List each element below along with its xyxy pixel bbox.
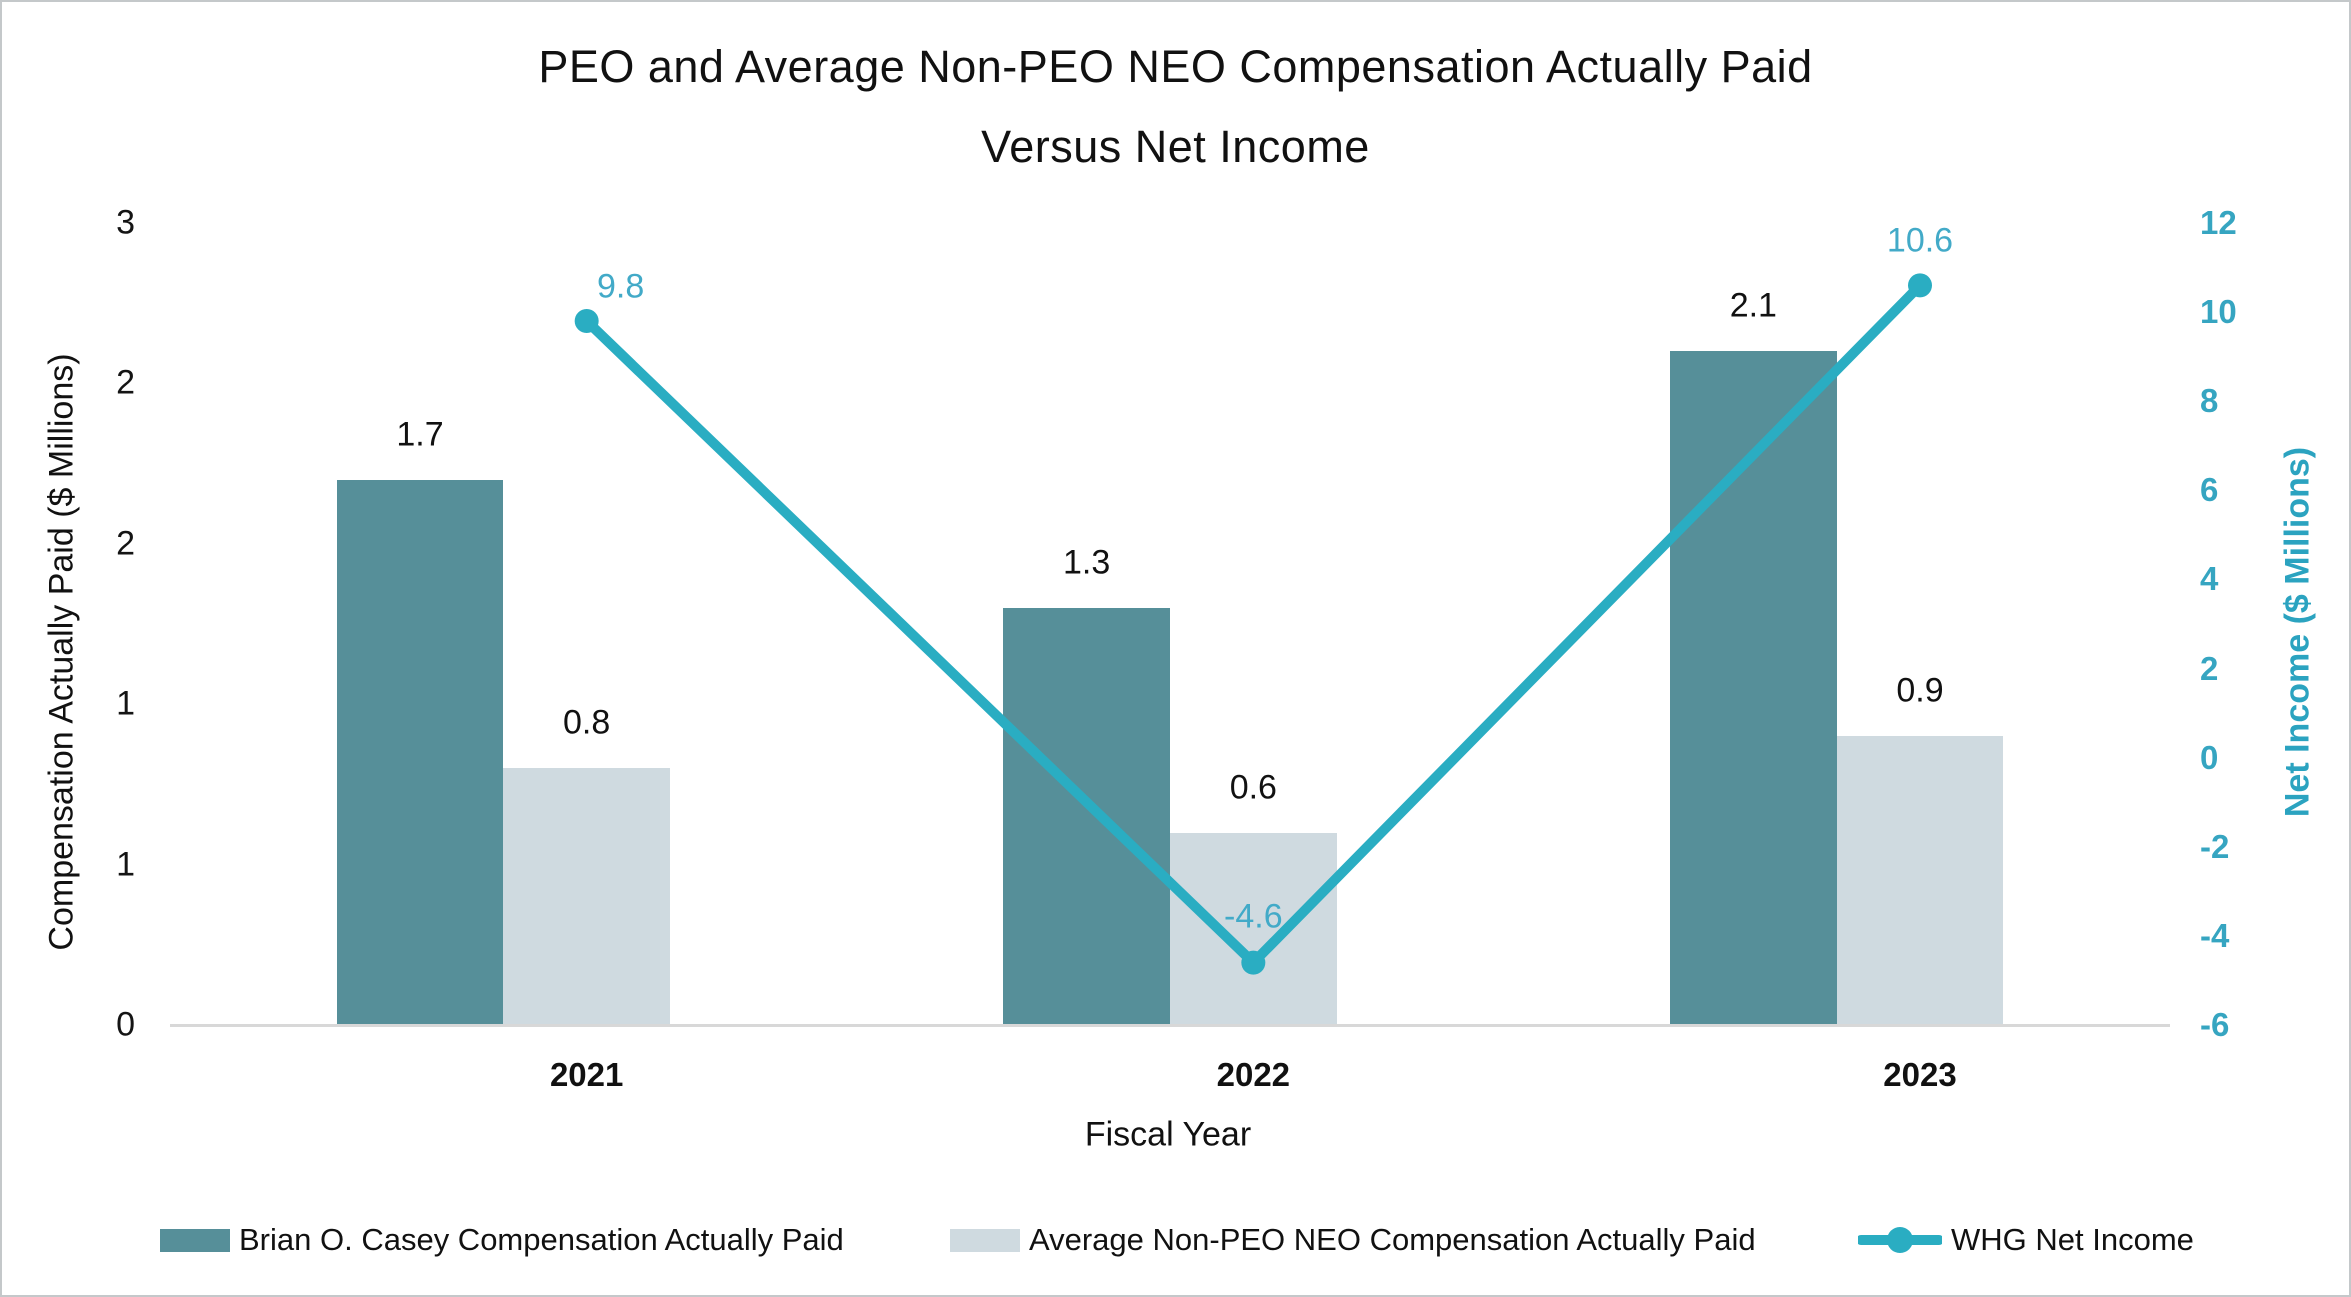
y-axis-tick-label-right: -2 [2200, 827, 2230, 865]
legend-label-peo: Brian O. Casey Compensation Actually Pai… [239, 1222, 844, 1257]
y-axis-tick-label-right: 2 [2200, 649, 2219, 687]
y-axis-tick-label-left: 3 [116, 203, 135, 242]
legend-swatch-peo [160, 1228, 230, 1252]
y-axis-tick-label-right: 0 [2200, 738, 2219, 776]
line-value-label: 9.8 [597, 267, 645, 306]
bar-peo-compensation [1670, 351, 1837, 1025]
bar-value-label: 0.9 [1896, 671, 1944, 710]
legend-swatch-nonpeo [950, 1228, 1020, 1252]
legend-line-dot-marker [1858, 1227, 1942, 1253]
legend-item-net-income: WHG Net Income [1858, 1214, 2194, 1266]
bar-value-label: 0.6 [1229, 768, 1277, 807]
y-axis-tick-label-left: 2 [116, 524, 135, 563]
y-axis-tick-label-left: 1 [116, 845, 135, 884]
bar-value-label: 1.3 [1063, 543, 1111, 582]
y-axis-tick-label-right: 4 [2200, 560, 2219, 598]
x-axis-title: Fiscal Year [1084, 1115, 1252, 1154]
y-axis-tick-label-right: -4 [2200, 916, 2230, 954]
y-axis-tick-label-right: -6 [2200, 1006, 2230, 1043]
y-axis-tick-label-left: 2 [116, 363, 135, 402]
y-axis-tick-label-right: 8 [2200, 382, 2219, 420]
line-point-marker [574, 309, 599, 334]
y-axis-tick-label-right: 12 [2200, 204, 2237, 241]
line-value-label: -4.6 [1224, 897, 1283, 936]
bar-nonpeo-compensation [503, 768, 670, 1025]
line-value-label: 10.6 [1886, 221, 1954, 260]
y-axis-tick-label-right: 6 [2200, 471, 2219, 509]
bar-nonpeo-compensation [1836, 736, 2004, 1025]
chart-title-line-1: PEO and Average Non-PEO NEO Compensation… [538, 41, 1813, 92]
legend-label-nonpeo: Average Non-PEO NEO Compensation Actuall… [1029, 1222, 1756, 1257]
bar-value-label: 1.7 [396, 415, 444, 454]
y-axis-tick-label-right: 10 [2200, 293, 2237, 331]
x-axis-category-label: 2021 [549, 1056, 624, 1093]
x-axis-category-label: 2022 [1216, 1056, 1291, 1093]
legend-label-net-income: WHG Net Income [1951, 1222, 2194, 1257]
y-axis-tick-label-left: 1 [116, 684, 135, 723]
right-axis-title: Net Income ($ Millions) [2278, 446, 2317, 818]
y-axis-tick-label-left: 0 [116, 1005, 135, 1044]
bar-peo-compensation [336, 479, 504, 1025]
bar-value-label: 2.1 [1729, 286, 1777, 325]
line-point-marker [1908, 273, 1932, 298]
x-axis-line [170, 1024, 2170, 1027]
x-axis-category-label: 2023 [1883, 1056, 1957, 1093]
bar-peo-compensation [1003, 607, 1170, 1025]
bar-value-label: 0.8 [563, 703, 611, 742]
legend-item-nonpeo: Average Non-PEO NEO Compensation Actuall… [950, 1214, 1756, 1266]
chart-title-line-2: Versus Net Income [981, 121, 1370, 172]
legend-item-peo: Brian O. Casey Compensation Actually Pai… [160, 1214, 844, 1266]
